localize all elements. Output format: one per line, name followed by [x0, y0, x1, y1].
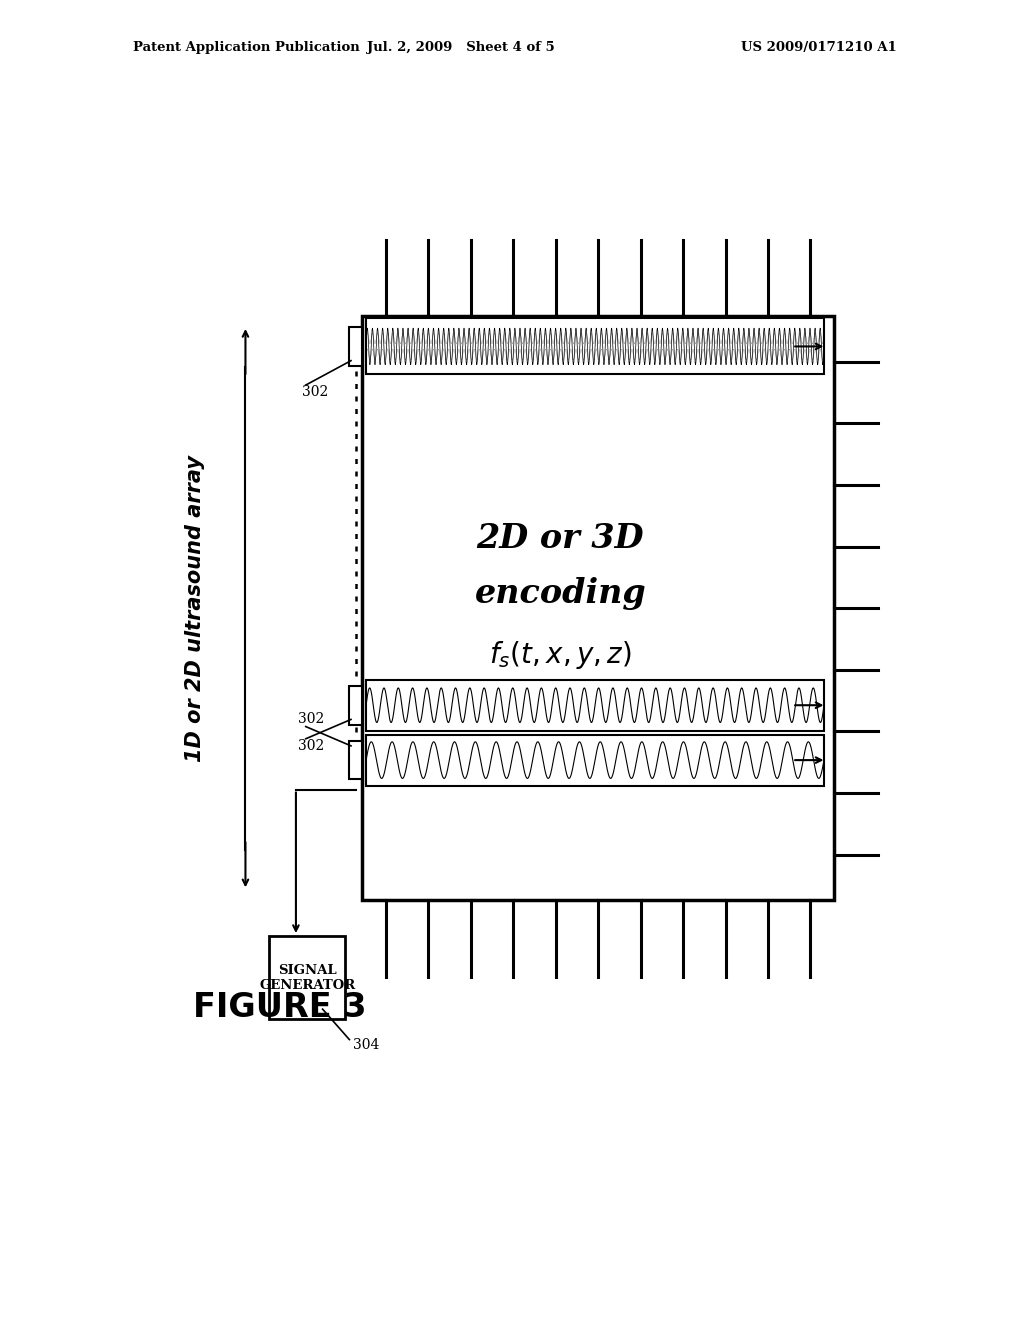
- Text: SIGNAL
GENERATOR: SIGNAL GENERATOR: [259, 964, 355, 991]
- Text: 1D or 2D ultrasound array: 1D or 2D ultrasound array: [185, 454, 206, 762]
- Text: 2D or 3D: 2D or 3D: [476, 521, 644, 554]
- Text: FIGURE 3: FIGURE 3: [194, 990, 367, 1023]
- Text: encoding: encoding: [474, 577, 646, 610]
- Text: Patent Application Publication: Patent Application Publication: [133, 41, 359, 54]
- Text: 304: 304: [353, 1038, 380, 1052]
- Text: Jul. 2, 2009   Sheet 4 of 5: Jul. 2, 2009 Sheet 4 of 5: [367, 41, 555, 54]
- Bar: [367, 680, 824, 731]
- Bar: [367, 735, 824, 785]
- Text: 302: 302: [298, 739, 324, 752]
- Text: US 2009/0171210 A1: US 2009/0171210 A1: [741, 41, 897, 54]
- Bar: [362, 315, 835, 900]
- Bar: [367, 318, 824, 375]
- Text: 302: 302: [298, 713, 324, 726]
- Text: $f_s(t,x,y,z)$: $f_s(t,x,y,z)$: [489, 639, 632, 671]
- Bar: [349, 686, 362, 725]
- Bar: [349, 327, 362, 366]
- Bar: [349, 741, 362, 779]
- Text: 302: 302: [302, 385, 328, 399]
- Bar: [269, 936, 345, 1019]
